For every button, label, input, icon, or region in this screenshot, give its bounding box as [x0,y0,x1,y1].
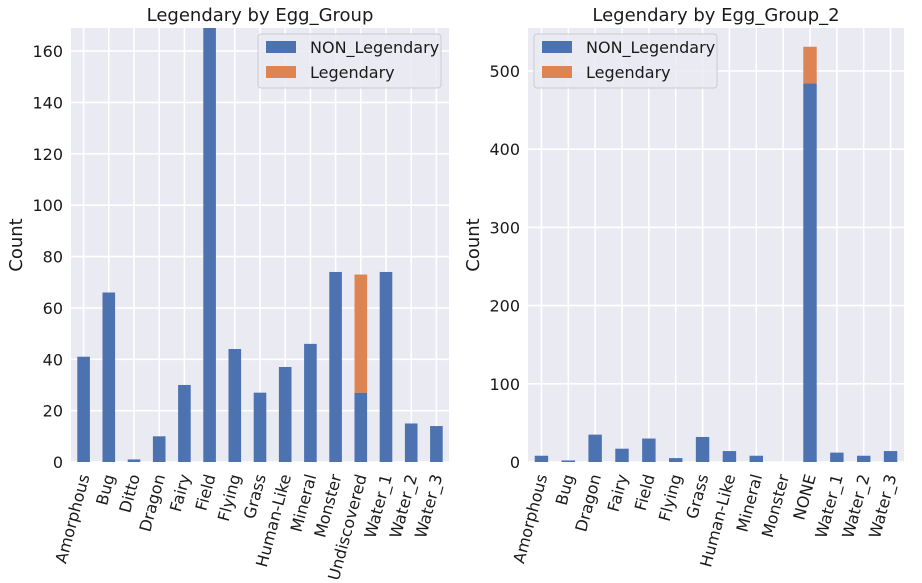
y-tick-label: 160 [32,42,63,61]
legend-label-non-legendary-left: NON_Legendary [310,38,439,58]
legend-swatch-legendary-left [266,66,296,78]
bar-non-legendary-amorphous [77,356,90,462]
bar-non-legendary-amorphous [534,455,549,462]
y-ticks-left: 0 20 40 60 80 100 120 140 160 [32,42,63,472]
x-tick-label: Amorphous [51,472,93,565]
bar-non-legendary-dragon [152,436,166,462]
legend-swatch-legendary-right [542,66,572,78]
chart-right: 0 100 200 300 400 500 Amorphous BugDragonFairy… [463,5,904,569]
y-axis-label-left: Count [6,218,27,271]
x-tick-label: Bug [552,472,578,507]
grid-right [528,28,904,463]
x-tick-label: Ditto [115,472,143,515]
legend-right: NON_Legendary Legendary [533,33,718,89]
bar-non-legendary-undiscovered [354,392,368,462]
bar-legendary-none [803,46,817,84]
y-tick-label: 60 [43,299,63,318]
bar-non-legendary-mineral [304,343,317,462]
legend-box-right [533,33,718,89]
legend-swatch-non-legendary-left [266,41,296,53]
y-tick-label: 400 [489,140,520,159]
bar-non-legendary-fairy [178,384,191,462]
bar-non-legendary-none [803,83,817,462]
bar-non-legendary-human-like [278,366,292,462]
x-ticks-left: AmorphousBugDittoDragonFairyFieldFlyingG… [51,472,447,583]
x-tick-label: Flying [655,472,686,523]
y-tick-label: 500 [489,62,520,81]
bar-non-legendary-water_3 [430,426,443,462]
legend-label-non-legendary-right: NON_Legendary [586,38,715,58]
bar-non-legendary-water_1 [830,452,844,462]
bar-non-legendary-bug [561,460,575,462]
legend-left: NON_Legendary Legendary [257,33,442,89]
bar-non-legendary-mineral [749,455,763,462]
chart-title-right: Legendary by Egg_Group_2 [592,5,839,26]
chart-left: 0 20 40 60 80 100 120 140 160 AmorphousBugDittoD… [6,5,449,582]
bars-right [534,46,898,462]
y-tick-label: 140 [32,93,63,112]
bar-non-legendary-field [642,438,656,462]
y-tick-label: 0 [510,453,520,472]
y-tick-label: 100 [489,375,520,394]
y-tick-label: 80 [43,248,63,267]
bar-non-legendary-flying [228,349,242,462]
y-tick-label: 200 [489,297,520,316]
y-tick-label: 40 [43,350,63,369]
bar-non-legendary-human-like [722,451,737,462]
bar-non-legendary-grass [695,436,710,462]
bar-non-legendary-bug [102,292,116,462]
plot-background-right [528,28,904,462]
y-tick-label: 300 [489,218,520,237]
x-ticks-right: Amorphous BugDragonFairyFieldFlyingGrassH… [509,472,901,569]
x-tick-label: Bug [92,472,118,507]
chart-title-left: Legendary by Egg_Group [147,5,374,26]
bar-non-legendary-water_1 [379,271,393,462]
bar-non-legendary-water_2 [857,455,871,462]
bar-legendary-undiscovered [354,274,368,393]
legend-label-legendary-right: Legendary [586,63,671,82]
y-ticks-right: 0 100 200 300 400 500 [489,62,520,472]
bar-non-legendary-field [203,28,216,462]
x-tick-label: Field [631,472,659,513]
x-tick-label: Fairy [166,472,194,514]
x-tick-label: Fairy [604,472,632,514]
x-tick-label: NONE [789,472,819,522]
bar-non-legendary-grass [253,392,267,462]
bar-non-legendary-ditto [127,459,141,462]
bar-non-legendary-dragon [588,434,602,462]
bar-non-legendary-water_2 [404,423,418,462]
bars-left [77,28,443,462]
bar-non-legendary-flying [669,458,683,462]
y-tick-label: 0 [53,453,63,472]
bar-non-legendary-water_3 [883,451,898,462]
x-tick-label: Grass [682,472,712,521]
y-tick-label: 120 [32,145,63,164]
x-tick-label: Field [192,472,220,513]
y-axis-label-right: Count [463,218,484,271]
x-tick-label: Amorphous [509,472,551,565]
legend-label-legendary-left: Legendary [310,63,395,82]
y-tick-label: 20 [43,402,63,421]
legend-box-left [257,33,442,89]
bar-non-legendary-fairy [615,448,629,462]
bar-non-legendary-monster [329,271,342,462]
y-tick-label: 100 [32,196,63,215]
legend-swatch-non-legendary-right [542,41,572,53]
